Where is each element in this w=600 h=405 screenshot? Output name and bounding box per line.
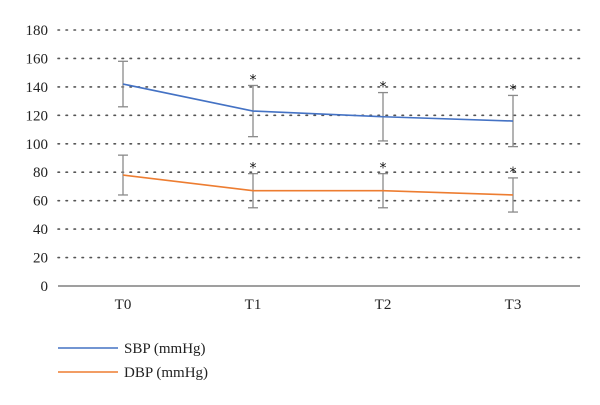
dbp-significance-star-T1: *: [250, 161, 257, 177]
y-tick-label-80: 80: [33, 165, 48, 181]
gridlines: [57, 29, 581, 259]
legend: SBP (mmHg) DBP (mmHg): [58, 341, 208, 381]
y-tick-label-20: 20: [33, 251, 48, 267]
x-tick-label-T2: T2: [375, 297, 392, 313]
y-tick-label-140: 140: [26, 80, 49, 96]
sbp-significance-star-T3: *: [510, 82, 517, 98]
dbp-legend-label: DBP (mmHg): [124, 365, 208, 381]
axes: 0 20 40 60 80 100 120 140 160 180 T0 T1 T2 T3: [26, 23, 580, 313]
y-tick-label-120: 120: [26, 108, 49, 124]
sbp-significance-star-T1: *: [250, 72, 257, 88]
y-tick-label-60: 60: [33, 194, 48, 210]
dbp-series-line: [122, 174, 514, 196]
error-bars: [118, 60, 518, 213]
significance-markers: * * * * * *: [250, 72, 517, 180]
series-lines: [122, 83, 514, 196]
x-tick-label-T3: T3: [505, 297, 522, 313]
sbp-significance-star-T2: *: [380, 80, 387, 96]
y-tick-label-160: 160: [26, 51, 49, 67]
dbp-significance-star-T3: *: [510, 165, 517, 181]
y-tick-label-0: 0: [41, 279, 49, 295]
x-tick-label-T1: T1: [245, 297, 262, 313]
y-tick-label-40: 40: [33, 222, 48, 238]
dbp-significance-star-T2: *: [380, 161, 387, 177]
sbp-legend-label: SBP (mmHg): [124, 341, 206, 357]
y-tick-label-100: 100: [26, 137, 49, 153]
x-tick-label-T0: T0: [115, 297, 132, 313]
sbp-series-line: [122, 83, 514, 122]
y-tick-label-180: 180: [26, 23, 49, 39]
